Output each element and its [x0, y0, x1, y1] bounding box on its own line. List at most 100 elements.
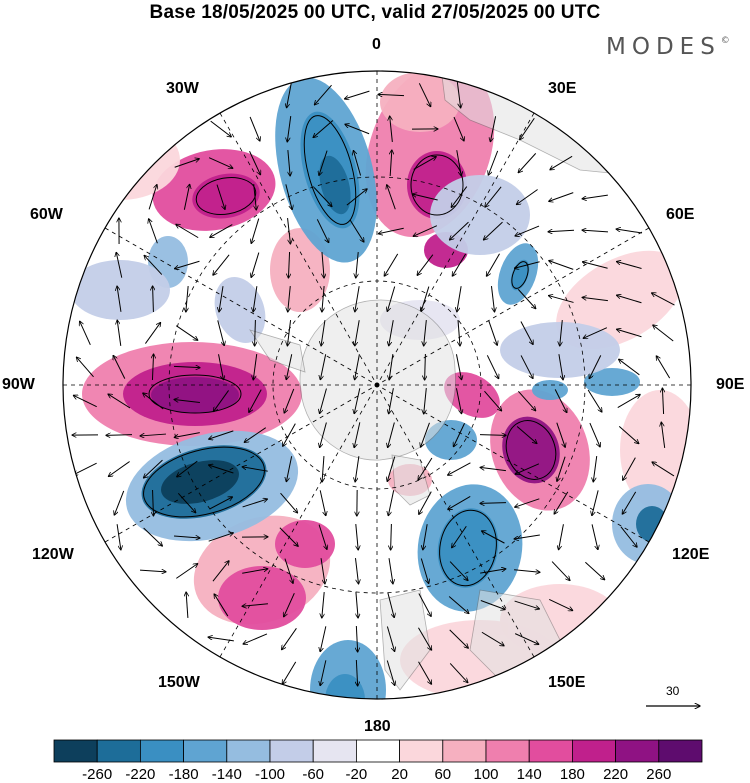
colorbar-tick-label: -100	[254, 766, 286, 783]
land-mass	[391, 454, 431, 506]
wind-vector	[253, 354, 258, 380]
label-lon-30w: 30W	[166, 80, 199, 97]
wind-vector	[140, 434, 167, 436]
colorbar-tick-label: 180	[559, 766, 585, 783]
wind-vector	[320, 660, 327, 685]
wind-vector	[186, 592, 188, 619]
wind-vector	[423, 524, 428, 550]
wind-vector	[173, 366, 200, 367]
wind-vector	[216, 184, 225, 210]
wind-vector	[313, 187, 332, 207]
wind-vector	[386, 660, 394, 686]
anomaly-blob	[270, 228, 330, 312]
wind-vector	[319, 150, 328, 176]
reference-vector-label: 30	[666, 684, 680, 698]
label-lon-90e: 90E	[716, 376, 745, 393]
wind-vector	[449, 663, 468, 682]
wind-vector	[116, 524, 121, 550]
wind-vector	[549, 599, 573, 610]
wind-vector	[388, 490, 395, 515]
wind-vector	[484, 390, 501, 411]
wind-vector	[457, 286, 462, 312]
wind-vector	[356, 592, 358, 618]
wind-vector	[174, 159, 200, 168]
wind-vector	[176, 224, 199, 239]
wind-vector	[480, 467, 506, 472]
anomaly-blob	[430, 175, 530, 255]
wind-vector	[516, 189, 538, 204]
wind-vector	[255, 319, 256, 346]
label-lon-180: 180	[364, 718, 391, 735]
wind-vector	[514, 534, 540, 539]
wind-vector	[585, 561, 604, 579]
wind-vector	[593, 456, 598, 482]
wind-vector	[174, 536, 200, 538]
wind-vector	[589, 422, 600, 447]
wind-vector	[388, 558, 393, 584]
wind-vector	[486, 253, 500, 276]
wind-vector	[318, 524, 327, 550]
wind-vector	[210, 224, 233, 238]
wind-vector	[480, 503, 507, 504]
wind-vector	[458, 319, 460, 346]
wind-vector	[389, 354, 394, 380]
wind-vector	[582, 297, 608, 302]
colorbar-bin	[615, 739, 660, 763]
wind-vector	[208, 533, 234, 542]
label-lon-90w: 90W	[2, 376, 35, 393]
wind-vector	[620, 526, 637, 547]
wind-vector	[386, 626, 394, 652]
wind-vector	[282, 628, 297, 649]
wind-vector	[617, 329, 642, 338]
wind-vector	[108, 461, 130, 477]
colorbar-tick-label: -20	[345, 766, 368, 783]
wind-vector	[418, 627, 431, 650]
wind-vector	[424, 388, 427, 414]
wind-vector	[583, 327, 608, 339]
wind-vector	[488, 320, 498, 346]
anomaly-blob	[161, 460, 239, 504]
wind-vector	[384, 253, 399, 276]
wind-vector	[284, 592, 295, 617]
wind-vector	[418, 593, 431, 617]
colorbar-bin	[53, 739, 98, 763]
wind-vector	[520, 355, 533, 378]
colorbar-bin	[442, 739, 487, 763]
wind-vector	[418, 83, 430, 106]
wind-vector	[420, 558, 428, 584]
wind-vector	[117, 320, 122, 346]
wind-vector	[518, 153, 537, 172]
colorbar-tick-label: -140	[211, 766, 242, 783]
anomaly-blob	[275, 520, 335, 568]
wind-vector	[618, 426, 639, 443]
wind-vector	[152, 354, 153, 381]
wind-vector	[653, 325, 674, 342]
wind-vector	[389, 388, 394, 414]
wind-vector	[514, 261, 540, 269]
wind-vector	[616, 229, 642, 234]
wind-vector	[356, 625, 357, 652]
wind-vector	[448, 596, 469, 614]
wind-vector	[387, 592, 394, 617]
wind-vector	[456, 82, 460, 108]
wind-vector	[213, 390, 229, 411]
wind-vector	[356, 252, 359, 278]
wind-vector	[453, 423, 466, 447]
wind-vector	[242, 603, 268, 606]
wind-vector	[355, 524, 358, 550]
wind-vector	[591, 524, 598, 549]
wind-vector	[210, 120, 232, 137]
anomaly-contour	[148, 374, 242, 414]
wind-vector	[449, 561, 468, 581]
wind-vector	[209, 465, 234, 474]
colorbar-bin	[96, 739, 141, 763]
colorbar-bin	[572, 739, 617, 763]
wind-vector	[418, 457, 433, 480]
wind-vector	[661, 422, 666, 448]
wind-vector	[355, 286, 360, 312]
wind-vector	[412, 194, 438, 201]
colorbar-tick-label: 260	[646, 766, 672, 783]
wind-vector	[479, 435, 506, 436]
wind-vector	[349, 219, 364, 242]
land-mass	[249, 329, 306, 373]
